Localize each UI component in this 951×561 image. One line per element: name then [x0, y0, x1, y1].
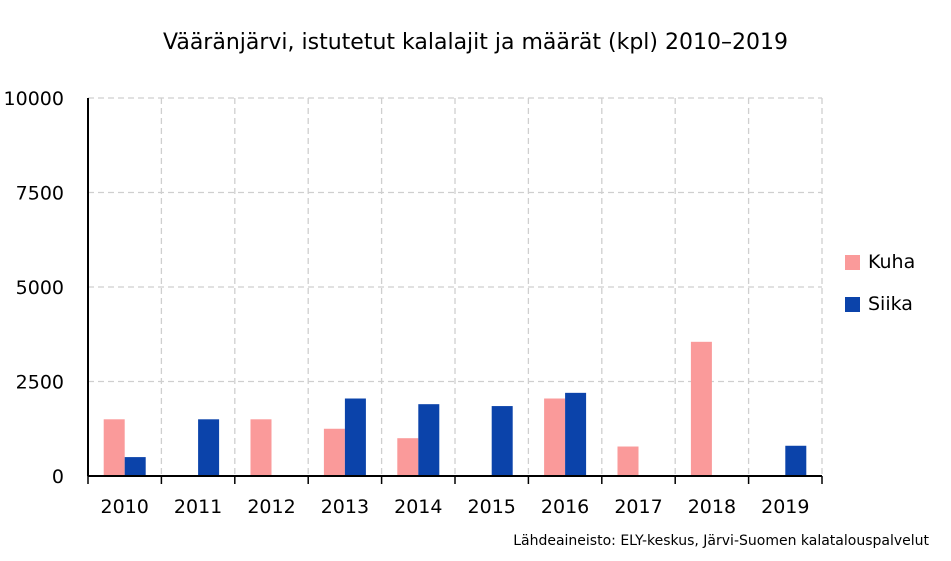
y-tick-label: 0 — [52, 466, 64, 488]
legend-item-kuha: Kuha — [845, 250, 915, 274]
bar-siika — [491, 406, 513, 476]
legend-swatch-siika — [845, 296, 860, 312]
legend-swatch-kuha — [845, 254, 860, 270]
legend: Kuha Siika — [845, 250, 915, 334]
y-tick-label: 2500 — [16, 372, 64, 394]
y-tick-label: 7500 — [16, 183, 64, 205]
x-tick-label: 2016 — [541, 496, 589, 518]
x-tick-label: 2018 — [688, 496, 736, 518]
legend-item-siika: Siika — [845, 292, 915, 316]
bar-siika — [418, 404, 440, 476]
bar-siika — [124, 457, 146, 476]
y-tick-label: 5000 — [16, 277, 64, 299]
legend-label-siika: Siika — [868, 293, 913, 315]
legend-label-kuha: Kuha — [868, 251, 916, 273]
x-tick-label: 2012 — [247, 496, 295, 518]
y-tick-label: 10000 — [4, 88, 64, 110]
bar-kuha — [323, 428, 345, 476]
x-tick-label: 2013 — [321, 496, 369, 518]
bar-kuha — [250, 419, 272, 476]
x-tick-label: 2015 — [468, 496, 516, 518]
x-tick-label: 2011 — [174, 496, 222, 518]
source-note: Lähdeaineisto: ELY-keskus, Järvi-Suomen … — [513, 533, 929, 549]
bar-kuha — [103, 419, 125, 476]
bar-kuha — [617, 446, 639, 476]
bar-siika — [785, 445, 807, 476]
chart-title: Vääränjärvi, istutetut kalalajit ja määr… — [163, 30, 788, 55]
bar-kuha — [397, 438, 419, 476]
x-tick-label: 2010 — [101, 496, 149, 518]
x-tick-label: 2014 — [394, 496, 442, 518]
bar-kuha — [690, 341, 712, 476]
bar-siika — [565, 392, 587, 476]
x-tick-label: 2017 — [614, 496, 662, 518]
x-tick-label: 2019 — [761, 496, 809, 518]
bar-siika — [344, 398, 366, 476]
bar-siika — [198, 419, 220, 476]
bar-kuha — [544, 398, 566, 476]
